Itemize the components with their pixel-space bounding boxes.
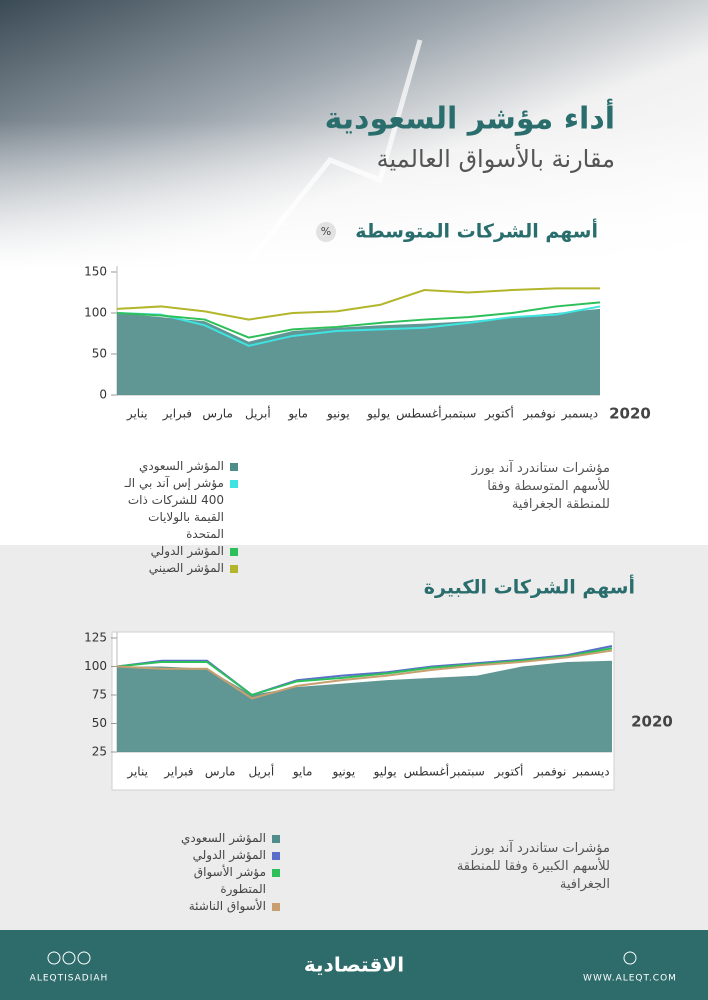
legend: المؤشر السعودي مؤشر إس آند بي الـ 400 للش… [108, 458, 238, 577]
x-tick-label: مارس [205, 765, 236, 780]
legend-swatch [272, 869, 280, 877]
footer-handle: ALEQTISADIAH [30, 974, 109, 984]
line [116, 301, 601, 339]
x-tick-label: أكتوبر [493, 764, 523, 780]
legend-swatch [272, 835, 280, 843]
chart-title: أسهم الشركات الكبيرة [424, 575, 635, 599]
line [116, 287, 600, 321]
x-tick-label: يوليو [366, 407, 390, 422]
area [117, 660, 612, 752]
x-tick-label: ديسمبر [572, 765, 610, 780]
legend-label: الأسواق الناشئة [188, 899, 266, 913]
legend-item: المؤشر الصيني [108, 560, 238, 577]
x-tick-label: يونيو [332, 765, 356, 780]
line [116, 647, 613, 697]
x-tick-label: مارس [202, 407, 233, 422]
y-tick-label: 125 [84, 631, 107, 645]
y-tick-label: 100 [84, 659, 107, 673]
legend-swatch [272, 852, 280, 860]
legend-item: الأسواق الناشئة [150, 898, 280, 915]
caption: مؤشرات ستاندرد آند بورز للأسهم الكبيرة و… [456, 841, 610, 892]
legend-item: مؤشر الأسواق المتطورة [150, 864, 280, 898]
x-tick-label: فبراير [163, 765, 193, 780]
social-icon [62, 951, 76, 965]
x-tick-label: أغسطس [396, 406, 441, 422]
footer-bg [0, 930, 708, 1000]
x-tick-label: ديسمبر [561, 407, 599, 422]
legend-label: المؤشر الدولي [150, 544, 224, 558]
y-tick-label: 25 [92, 745, 107, 759]
y-tick-label: 75 [92, 688, 107, 702]
footer-logo: الاقتصادية [304, 953, 404, 977]
x-tick-label: يناير [126, 765, 148, 780]
area [117, 308, 600, 395]
x-tick-label: فبراير [162, 407, 192, 422]
chart-title: أسهم الشركات المتوسطة [355, 219, 598, 243]
legend-item: المؤشر السعودي [150, 830, 280, 847]
y-tick-label: 50 [92, 347, 107, 361]
x-tick-label: مايو [292, 765, 313, 780]
legend-label: مؤشر الأسواق المتطورة [193, 865, 266, 896]
legend-label: المؤشر الدولي [192, 848, 266, 862]
y-tick-label: 0 [99, 388, 107, 402]
caption: مؤشرات ستاندرد آند بورز للأسهم المتوسطة … [471, 461, 610, 512]
x-tick-label: يناير [126, 407, 148, 422]
legend-item: المؤشر الدولي [150, 847, 280, 864]
legend-item: مؤشر إس آند بي الـ 400 للشركات ذات القيم… [108, 475, 238, 543]
x-tick-label: أغسطس [404, 764, 449, 780]
x-tick-label: سبتمبر [449, 765, 484, 780]
x-tick-label: نوفمبر [533, 765, 566, 780]
legend-item: المؤشر السعودي [108, 458, 238, 475]
line [116, 305, 601, 347]
legend-swatch [230, 548, 238, 556]
legend-swatch [230, 565, 238, 573]
header-fade [0, 120, 708, 270]
legend-item: المؤشر الدولي [108, 543, 238, 560]
line [116, 649, 613, 700]
web-icon [623, 951, 637, 965]
x-tick-label: سبتمبر [441, 407, 476, 422]
arrow-decor [248, 39, 423, 262]
legend-label: المؤشر الصيني [148, 561, 224, 575]
unit-label: % [321, 225, 331, 238]
subtitle: مقارنة بالأسواق العالمية [377, 144, 615, 173]
legend-swatch [230, 480, 238, 488]
x-tick-label: أكتوبر [484, 406, 514, 422]
footer-website: WWW.ALEQT.COM [583, 974, 677, 984]
x-tick-label: أبريل [249, 764, 275, 780]
legend: المؤشر السعودي المؤشر الدولي مؤشر الأسواق … [150, 830, 280, 915]
y-tick-label: 150 [84, 265, 107, 279]
year-label: 2020 [631, 713, 673, 731]
y-tick-label: 100 [84, 306, 107, 320]
x-tick-label: يوليو [373, 765, 397, 780]
legend-swatch [272, 903, 280, 911]
legend-swatch [230, 463, 238, 471]
legend-label: مؤشر إس آند بي الـ 400 للشركات ذات القيم… [124, 476, 224, 541]
social-icon [77, 951, 91, 965]
title: أداء مؤشر السعودية [325, 99, 615, 137]
y-tick-label: 50 [92, 716, 107, 730]
line [116, 644, 613, 697]
x-tick-label: نوفمبر [522, 407, 555, 422]
x-tick-label: يونيو [326, 407, 350, 422]
unit-badge [316, 222, 336, 242]
x-tick-label: مايو [287, 407, 308, 422]
year-label: 2020 [609, 405, 651, 423]
social-icon [47, 951, 61, 965]
legend-label: المؤشر السعودي [138, 459, 224, 473]
x-tick-label: أبريل [245, 406, 271, 422]
legend-label: المؤشر السعودي [180, 831, 266, 845]
